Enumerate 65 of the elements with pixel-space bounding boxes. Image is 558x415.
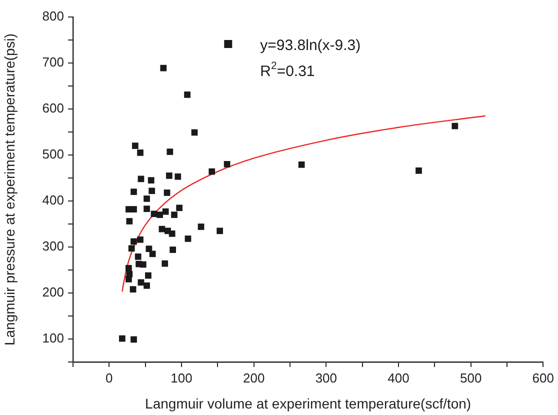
- point: [130, 206, 137, 212]
- point: [170, 246, 176, 253]
- point: [119, 335, 126, 342]
- point: [130, 188, 137, 195]
- point: [134, 253, 142, 260]
- point: [416, 167, 422, 174]
- y-axis-title: Langmuir pressure at experiment temperature(psi): [1, 33, 18, 346]
- point: [150, 210, 158, 218]
- point: [166, 148, 174, 155]
- x-tick-label: 500: [460, 370, 482, 386]
- point: [126, 264, 132, 272]
- x-tick-label: 100: [170, 370, 192, 386]
- point: [144, 206, 150, 212]
- point: [160, 64, 167, 72]
- y-tick-label: 800: [42, 8, 64, 24]
- point: [144, 282, 150, 289]
- point: [162, 260, 168, 267]
- point: [128, 245, 135, 252]
- y-tick-label: 200: [42, 284, 64, 300]
- point: [137, 150, 144, 156]
- point: [130, 336, 137, 343]
- point: [166, 172, 172, 179]
- x-tick-label: 200: [242, 370, 265, 386]
- x-tick-label: 400: [388, 370, 410, 386]
- point: [164, 190, 170, 196]
- y-tick-label: 100: [42, 330, 64, 346]
- point: [126, 276, 132, 282]
- point: [224, 161, 230, 168]
- point: [452, 122, 458, 130]
- point: [298, 161, 305, 168]
- point: [184, 92, 190, 98]
- line-series: [122, 115, 486, 292]
- x-tick-label: 300: [315, 370, 338, 386]
- y-tick-label: 500: [42, 146, 64, 162]
- point: [132, 142, 138, 149]
- x-tick-label: 600: [532, 370, 554, 386]
- point: [176, 204, 183, 212]
- y-tick-label: 300: [42, 238, 64, 254]
- point: [144, 196, 150, 202]
- point: [208, 168, 216, 175]
- point: [137, 236, 144, 243]
- point: [138, 176, 144, 182]
- y-tick-label: 700: [42, 54, 64, 70]
- point: [156, 212, 163, 218]
- legend-label: y=93.8ln(x-9.3): [260, 37, 361, 54]
- y-tick-label: 600: [42, 100, 64, 116]
- x-axis-title: Langmuir volume at experiment temperature(scf/ton): [145, 395, 472, 412]
- point: [130, 286, 136, 292]
- point: [138, 279, 144, 286]
- point: [162, 208, 169, 215]
- point: [126, 218, 133, 224]
- point: [145, 272, 152, 279]
- point: [198, 224, 204, 230]
- point: [184, 236, 192, 242]
- point: [130, 238, 137, 245]
- point: [174, 173, 182, 180]
- x-tick-label: 0: [106, 370, 113, 386]
- point: [140, 261, 146, 268]
- point: [148, 188, 156, 194]
- point: [168, 230, 176, 237]
- point: [148, 177, 154, 184]
- y-tick-label: 400: [42, 192, 64, 208]
- point: [149, 250, 156, 258]
- point: [171, 212, 178, 218]
- point: [216, 228, 224, 234]
